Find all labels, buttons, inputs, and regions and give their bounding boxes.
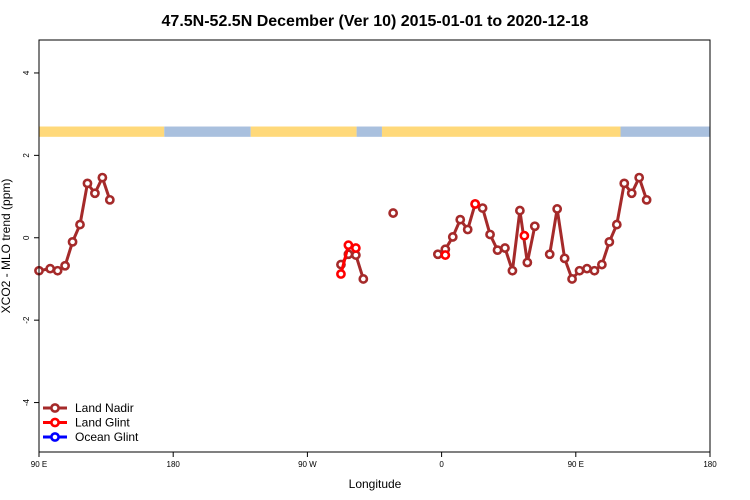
y-tick-label: 4 [22, 70, 31, 75]
x-tick-label: 90 E [31, 460, 47, 469]
data-point-land-nadir [388, 208, 399, 218]
land-ocean-strip [39, 126, 710, 137]
x-tick-label: 180 [167, 460, 181, 469]
data-point-land-nadir [104, 194, 115, 205]
data-point-land-nadir [619, 178, 630, 189]
data-point-land-nadir [477, 203, 488, 213]
data-point-land-nadir [559, 253, 570, 264]
series-land-glint [336, 199, 530, 279]
data-point-land-nadir [611, 219, 622, 230]
data-point-land-glint [350, 243, 361, 253]
data-point-land-nadir [358, 274, 369, 284]
data-point-land-nadir [75, 219, 85, 230]
data-point-land-glint [470, 199, 481, 209]
strip-segment-land [250, 126, 357, 137]
legend-swatch-marker [50, 417, 60, 428]
x-axis-label: Longitude [349, 477, 402, 491]
series-layer [34, 172, 652, 284]
data-point-land-nadir [67, 236, 78, 247]
y-axis-label: XCO2 - MLO trend (ppm) [0, 179, 13, 314]
data-point-land-nadir [641, 194, 652, 205]
strip-segment-ocean [356, 126, 382, 137]
data-point-land-nadir [52, 265, 63, 276]
data-point-land-nadir [514, 205, 525, 216]
legend-swatch-marker [50, 403, 60, 413]
strip-segment-land [381, 126, 621, 137]
data-point-land-glint [343, 240, 354, 251]
data-point-land-nadir [90, 188, 100, 199]
y-tick-label: -2 [22, 316, 31, 324]
series-land-nadir [34, 172, 652, 284]
data-point-land-nadir [60, 260, 70, 271]
data-point-land-nadir [604, 236, 615, 247]
data-point-land-nadir [582, 263, 592, 274]
x-tick-label: 0 [439, 460, 444, 469]
data-point-land-nadir [634, 172, 645, 183]
x-tick-label: 90 E [568, 460, 584, 469]
data-point-land-glint [440, 250, 451, 260]
legend-label: Land Nadir [75, 401, 134, 415]
strip-segment-land [39, 126, 165, 137]
data-point-land-nadir [45, 263, 56, 274]
x-tick-label: 90 W [298, 460, 317, 469]
data-point-land-nadir [567, 274, 577, 284]
y-tick-label: -4 [22, 398, 31, 406]
data-point-land-nadir [455, 214, 466, 225]
data-point-land-nadir [626, 188, 637, 199]
y-axis: -4 -2 0 2 4 [22, 70, 39, 406]
data-point-land-nadir [522, 257, 533, 268]
x-tick-label: 180 [703, 460, 717, 469]
data-point-land-nadir [492, 245, 503, 256]
data-point-land-nadir [544, 249, 555, 260]
legend-swatch-marker [50, 432, 60, 442]
data-point-land-nadir [574, 265, 585, 276]
strip-segment-ocean [620, 126, 710, 137]
legend-entry-land-glint: Land Glint [43, 416, 130, 430]
data-point-land-nadir [589, 265, 600, 276]
data-point-land-nadir [462, 224, 473, 235]
data-point-land-nadir [596, 259, 607, 270]
legend-entry-land-nadir: Land Nadir [43, 401, 134, 415]
x-axis: 90 E 180 90 W 0 90 E 180 [31, 452, 717, 469]
data-point-land-nadir [432, 249, 443, 260]
data-point-land-nadir [82, 178, 93, 189]
y-tick-label: 2 [22, 153, 31, 158]
strip-segment-ocean [164, 126, 251, 137]
data-point-land-nadir [97, 172, 108, 183]
plot-frame [38, 39, 711, 453]
data-point-land-nadir [529, 221, 540, 232]
data-point-land-nadir [447, 232, 458, 242]
y-tick-label: 0 [22, 235, 31, 240]
legend-label: Ocean Glint [75, 430, 139, 444]
legend-entry-ocean-glint: Ocean Glint [43, 430, 139, 444]
chart-title: 47.5N-52.5N December (Ver 10) 2015-01-01… [162, 13, 589, 30]
data-point-land-nadir [500, 243, 510, 253]
data-point-land-glint [519, 230, 530, 241]
data-point-land-glint [336, 269, 346, 279]
data-point-land-nadir [552, 204, 563, 214]
data-point-land-nadir [485, 229, 495, 240]
legend-label: Land Glint [75, 416, 130, 430]
data-point-land-nadir [507, 265, 518, 276]
